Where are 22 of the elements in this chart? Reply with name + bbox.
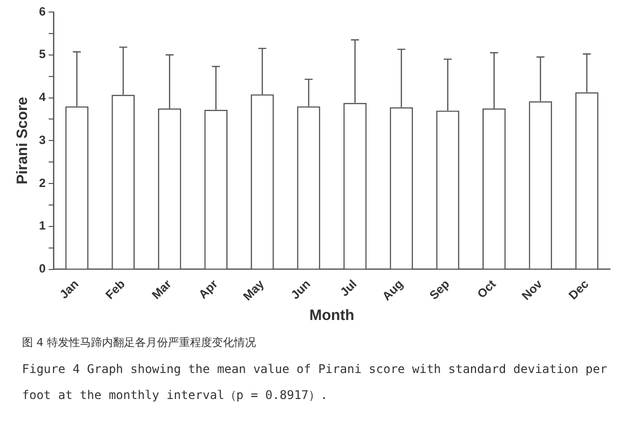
x-tick-label: Oct (474, 276, 499, 302)
caption: Figure 4 Graph showing the mean value of Pirani score with standard deviation per foot at the monthly interval（p = 0.8917）. (22, 361, 608, 404)
x-tick-label: Jan (56, 276, 82, 302)
y-tick-label: 0 (38, 262, 46, 276)
x-tick-label: Jun (288, 276, 314, 302)
y-axis-title: Pirani Score (14, 96, 32, 184)
x-tick-label: Dec (566, 276, 592, 302)
y-tick-label: 5 (38, 47, 46, 62)
x-tick-label: Apr (196, 276, 221, 302)
y-tick-label: 1 (38, 218, 46, 233)
x-tick-label: Mar (149, 276, 174, 302)
x-tick-label: May (240, 276, 267, 304)
x-tick-label: Feb (102, 276, 128, 302)
y-tick-label: 4 (38, 90, 46, 104)
caption: 图 4 特发性马蹄内翻足各月份严重程度变化情况 (22, 335, 257, 351)
y-tick-label: 3 (38, 132, 46, 147)
x-tick-label: Sep (426, 276, 452, 302)
x-tick-label: Nov (518, 276, 546, 303)
x-axis-title: Month (309, 307, 354, 324)
y-tick-label: 6 (38, 4, 46, 18)
x-tick-label: Jul (337, 276, 360, 300)
y-tick-label: 2 (38, 176, 46, 190)
